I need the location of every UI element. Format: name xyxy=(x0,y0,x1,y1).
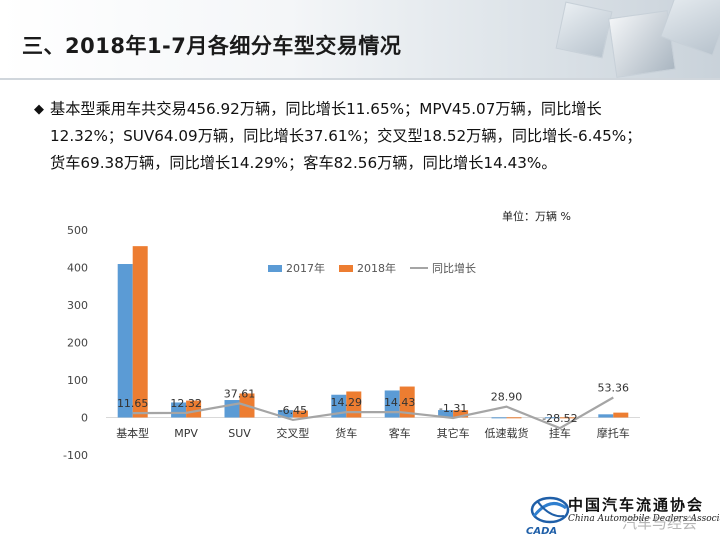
logo-name: 中国汽车流通协会 xyxy=(568,496,705,514)
legend-swatch-2017 xyxy=(268,264,282,272)
x-tick-label: 货车 xyxy=(335,426,357,440)
y-tick-label: 200 xyxy=(67,337,88,350)
legend-label-2018: 2018年 xyxy=(357,262,396,275)
bullet-diamond-icon: ◆ xyxy=(34,102,44,117)
legend-line-growth xyxy=(410,267,428,269)
unit-label: 单位：万辆 % xyxy=(502,210,571,223)
bar-2017 xyxy=(117,264,133,418)
x-tick-label: MPV xyxy=(174,427,198,440)
growth-data-label: 14.43 xyxy=(384,396,416,409)
slide-header: 三、2018年1-7月各细分车型交易情况 xyxy=(0,0,720,78)
summary-line: 12.32%；SUV64.09万辆，同比增长37.61%；交叉型18.52万辆，… xyxy=(50,127,642,145)
x-tick-label: 挂车 xyxy=(549,426,571,440)
x-tick-label: 基本型 xyxy=(116,426,149,440)
bar-2018 xyxy=(506,417,522,419)
growth-data-label: 37.61 xyxy=(224,387,256,400)
y-tick-label: -100 xyxy=(63,449,88,462)
x-tick-label: SUV xyxy=(228,427,251,440)
chart-legend: 2017年 2018年 同比增长 xyxy=(268,260,476,276)
y-tick-label: 0 xyxy=(81,412,88,425)
bar-2017 xyxy=(544,417,560,419)
summary-text: ◆ 基本型乘用车共交易456.92万辆，同比增长11.65%；MPV45.07万… xyxy=(34,96,684,177)
x-tick-label: 低速载货 xyxy=(485,426,529,440)
bar-2018 xyxy=(453,410,469,418)
cada-logo-icon: CADA xyxy=(526,496,570,537)
watermark: 汽车与经会 xyxy=(622,514,698,532)
x-tick-label: 交叉型 xyxy=(276,426,309,440)
bar-2018 xyxy=(399,386,415,418)
growth-data-label: 11.65 xyxy=(117,397,149,410)
bar-2017 xyxy=(277,410,293,418)
growth-data-label: -28.52 xyxy=(542,412,577,425)
growth-data-label: 53.36 xyxy=(598,381,630,394)
logo-english: China Automobile Dealers Association xyxy=(568,514,720,524)
bar-2018 xyxy=(132,246,148,418)
x-tick-label: 客车 xyxy=(389,426,411,440)
bar-2017 xyxy=(491,417,507,419)
legend-item-2017: 2017年 xyxy=(268,260,325,276)
y-tick-label: 100 xyxy=(67,374,88,387)
bar-2017 xyxy=(384,390,400,418)
slide-title: 三、2018年1-7月各细分车型交易情况 xyxy=(22,34,402,58)
bar-2018 xyxy=(292,410,308,418)
x-tick-label: 其它车 xyxy=(437,426,470,440)
legend-item-2018: 2018年 xyxy=(339,260,396,276)
growth-data-label: -1.31 xyxy=(439,402,467,415)
y-tick-label: 400 xyxy=(67,262,88,275)
growth-data-label: 28.90 xyxy=(491,391,523,404)
summary-line: 货车69.38万辆，同比增长14.29%；客车82.56万辆，同比增长14.43… xyxy=(50,154,557,172)
header-divider xyxy=(0,78,720,80)
growth-data-label: 12.32 xyxy=(170,397,202,410)
legend-label-growth: 同比增长 xyxy=(432,262,476,275)
legend-swatch-2018 xyxy=(339,264,353,272)
legend-item-growth: 同比增长 xyxy=(410,260,476,276)
x-tick-label: 摩托车 xyxy=(597,426,630,440)
legend-label-2017: 2017年 xyxy=(286,262,325,275)
bar-2017 xyxy=(598,414,614,418)
bar-2017 xyxy=(224,400,240,418)
y-tick-label: 300 xyxy=(67,299,88,312)
summary-line: 基本型乘用车共交易456.92万辆，同比增长11.65%；MPV45.07万辆，… xyxy=(50,100,602,118)
y-tick-label: 500 xyxy=(67,224,88,237)
bar-2017 xyxy=(438,410,454,418)
bar-2018 xyxy=(346,391,362,418)
growth-line xyxy=(132,396,614,430)
growth-data-label: 14.29 xyxy=(331,396,363,409)
bar-2018 xyxy=(613,412,629,418)
logo-mark-text: CADA xyxy=(526,526,557,537)
bar-2018 xyxy=(559,417,575,419)
growth-data-label: -6.45 xyxy=(279,404,307,417)
